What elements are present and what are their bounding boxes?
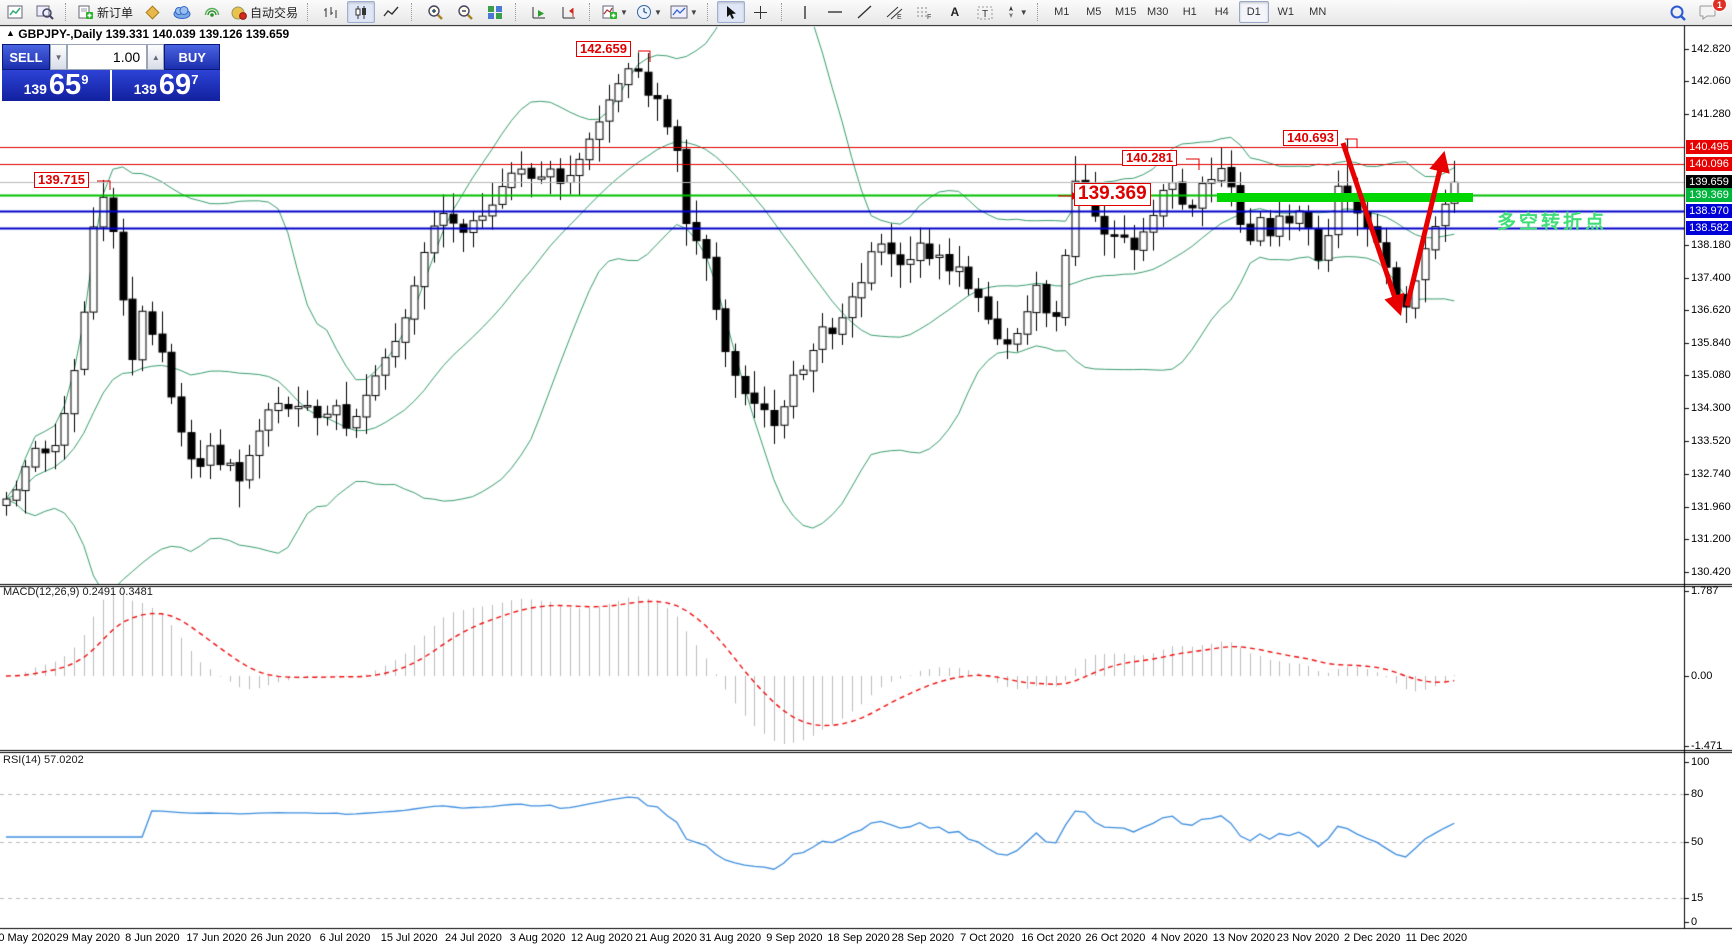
buy-price-display[interactable]: 139 69 7 (112, 70, 220, 101)
arrows-tool-button[interactable]: ▼ (1001, 1, 1031, 23)
buy-price-pips: 69 (158, 69, 192, 102)
sell-price-figure: 139 (23, 81, 47, 98)
vertical-line-tool-icon[interactable] (791, 1, 819, 23)
sell-price-point: 9 (81, 72, 89, 87)
publish-chart-icon[interactable] (168, 1, 196, 23)
horizontal-line-tool-icon[interactable] (821, 1, 849, 23)
fibonacci-tool-icon[interactable]: F (911, 1, 939, 23)
timeframe-h1-button[interactable]: H1 (1182, 6, 1197, 18)
new-order-button[interactable]: 新订单 (75, 1, 136, 23)
svg-text:E: E (897, 14, 902, 20)
candlestick-chart-icon[interactable] (347, 1, 376, 23)
toolbar-separator (411, 3, 417, 21)
volume-input[interactable] (67, 44, 148, 70)
search-icon[interactable] (1664, 1, 1692, 23)
line-chart-icon[interactable] (377, 1, 405, 23)
new-chart-icon[interactable] (1, 1, 29, 23)
toolbar-separator (515, 3, 521, 21)
notification-badge: 1 (1712, 0, 1727, 12)
chevron-down-icon: ▼ (653, 7, 662, 17)
toolbar-separator (706, 3, 713, 21)
chart-canvas[interactable] (0, 24, 1732, 945)
auto-trading-button[interactable]: 自动交易 (228, 1, 301, 23)
chart-area: ▲ GBPJPY-,Daily 139.331 140.039 139.126 … (0, 24, 1732, 945)
tile-windows-icon[interactable] (481, 1, 509, 23)
zoom-out-icon[interactable] (451, 1, 479, 23)
metaeditor-icon[interactable] (138, 1, 166, 23)
periods-button[interactable]: ▼ (633, 1, 665, 23)
toolbar-separator (589, 3, 595, 21)
cursor-tool-icon[interactable] (716, 1, 745, 23)
timeframe-m15-button[interactable]: M15 (1115, 6, 1137, 18)
chart-shift-icon[interactable] (555, 1, 583, 23)
buy-button[interactable]: BUY (164, 44, 220, 70)
bar-chart-icon[interactable] (317, 1, 345, 23)
zoom-in-icon[interactable] (421, 1, 449, 23)
channel-tool-icon[interactable]: E (881, 1, 909, 23)
chevron-down-icon: ▼ (1019, 7, 1028, 17)
volume-increase-button[interactable]: ▲ (147, 44, 165, 70)
svg-text:F: F (927, 14, 931, 20)
notifications-chat-icon[interactable]: 1 (1694, 0, 1727, 23)
buy-price-figure: 139 (133, 81, 157, 98)
sell-button[interactable]: SELL (2, 44, 50, 70)
toolbar-separator (307, 3, 313, 21)
timeframe-m30-button[interactable]: M30 (1147, 6, 1169, 18)
auto-trading-label: 自动交易 (250, 5, 299, 20)
sell-price-display[interactable]: 139 65 9 (2, 70, 110, 101)
buy-price-point: 7 (191, 72, 199, 87)
timeframe-h4-button[interactable]: H4 (1214, 6, 1229, 18)
auto-scroll-icon[interactable] (525, 1, 553, 23)
toolbar-separator (1036, 3, 1043, 21)
chevron-down-icon: ▼ (689, 7, 698, 17)
volume-decrease-button[interactable]: ▼ (49, 44, 68, 70)
toolbar-separator (65, 3, 71, 21)
signals-icon[interactable] (198, 1, 226, 23)
crosshair-tool-icon[interactable] (747, 1, 775, 23)
toolbar: 新订单 自动交易 (0, 0, 1732, 25)
chevron-down-icon: ▼ (620, 7, 628, 17)
timeframe-d1-button[interactable]: D1 (1238, 1, 1269, 23)
timeframe-w1-button[interactable]: W1 (1277, 6, 1294, 18)
svg-text:T: T (982, 9, 988, 20)
new-order-label: 新订单 (97, 5, 134, 20)
timeframe-mn-button[interactable]: MN (1309, 6, 1327, 18)
one-click-trade-panel: SELL ▼ ▲ BUY 139 65 9 139 69 7 (2, 44, 220, 101)
trendline-tool-icon[interactable] (851, 1, 879, 23)
templates-button[interactable]: ▼ (667, 1, 701, 23)
timeframe-m1-button[interactable]: M1 (1054, 6, 1070, 18)
timeframe-m5-button[interactable]: M5 (1086, 6, 1102, 18)
profiles-icon[interactable] (31, 1, 59, 23)
toolbar-separator (780, 3, 787, 21)
text-tool-icon[interactable]: A (950, 5, 960, 19)
sell-price-pips: 65 (48, 69, 82, 102)
label-tool-icon[interactable]: T (971, 1, 999, 23)
indicators-button[interactable]: ▼ (599, 1, 631, 23)
